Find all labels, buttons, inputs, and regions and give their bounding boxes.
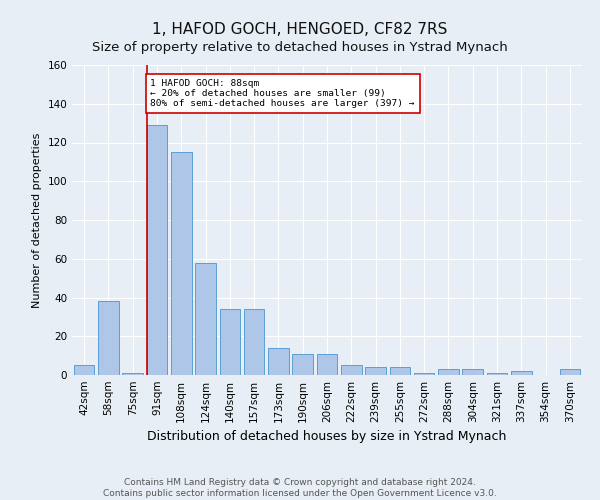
Text: 1 HAFOD GOCH: 88sqm
← 20% of detached houses are smaller (99)
80% of semi-detach: 1 HAFOD GOCH: 88sqm ← 20% of detached ho…: [151, 78, 415, 108]
Bar: [511, 371, 532, 375]
Bar: [317, 354, 337, 375]
Bar: [171, 152, 191, 375]
Bar: [560, 369, 580, 375]
Text: 1, HAFOD GOCH, HENGOED, CF82 7RS: 1, HAFOD GOCH, HENGOED, CF82 7RS: [152, 22, 448, 38]
Bar: [195, 262, 216, 375]
Text: Size of property relative to detached houses in Ystrad Mynach: Size of property relative to detached ho…: [92, 41, 508, 54]
Bar: [98, 302, 119, 375]
Bar: [414, 373, 434, 375]
Bar: [220, 309, 240, 375]
Bar: [487, 373, 508, 375]
Bar: [292, 354, 313, 375]
Bar: [122, 373, 143, 375]
Bar: [365, 367, 386, 375]
Y-axis label: Number of detached properties: Number of detached properties: [32, 132, 42, 308]
Bar: [146, 125, 167, 375]
Text: Contains HM Land Registry data © Crown copyright and database right 2024.
Contai: Contains HM Land Registry data © Crown c…: [103, 478, 497, 498]
Bar: [268, 348, 289, 375]
Bar: [463, 369, 483, 375]
Bar: [244, 309, 265, 375]
X-axis label: Distribution of detached houses by size in Ystrad Mynach: Distribution of detached houses by size …: [148, 430, 506, 444]
Bar: [389, 367, 410, 375]
Bar: [438, 369, 459, 375]
Bar: [341, 366, 362, 375]
Bar: [74, 366, 94, 375]
